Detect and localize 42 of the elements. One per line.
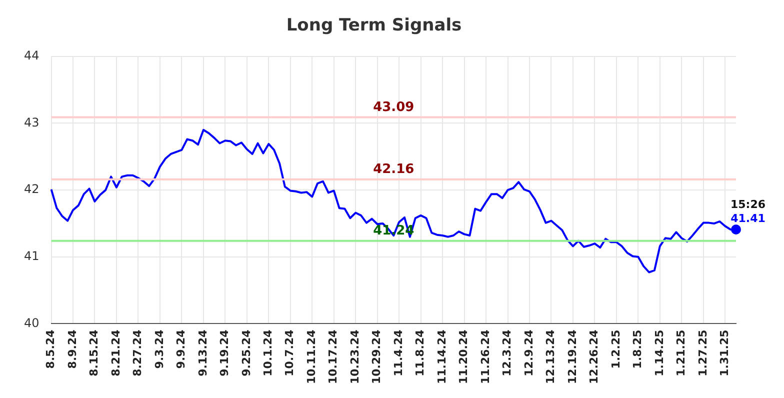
x-tick-label: 12.26.24 — [588, 329, 601, 384]
y-tick-label: 44 — [24, 48, 40, 63]
y-tick-label: 43 — [24, 115, 40, 130]
x-tick-label: 11.4.24 — [392, 329, 405, 376]
y-tick-label: 40 — [24, 316, 40, 330]
y-tick-label: 41 — [24, 249, 40, 264]
x-tick-label: 10.29.24 — [370, 329, 384, 384]
x-tick-label: 11.8.24 — [414, 329, 427, 376]
x-tick-label: 8.21.24 — [109, 329, 122, 376]
x-tick-label: 8.5.24 — [44, 329, 58, 369]
x-tick-label: 1.27.25 — [696, 330, 710, 376]
y-tick-label: 42 — [24, 182, 40, 196]
x-tick-label: 11.20.24 — [457, 329, 470, 384]
x-tick-label: 9.3.24 — [152, 329, 166, 369]
x-tick-label: 10.7.24 — [283, 329, 296, 376]
x-tick-label: 10.17.24 — [326, 329, 340, 384]
x-tick-label: 8.27.24 — [131, 329, 144, 376]
x-tick-label: 12.13.24 — [544, 329, 558, 384]
x-tick-label: 12.9.24 — [522, 329, 536, 376]
x-tick-label: 1.2.25 — [609, 330, 622, 369]
ref-line-label: 43.09 — [373, 100, 414, 116]
x-tick-label: 1.8.25 — [631, 330, 644, 369]
x-tick-label: 9.19.24 — [218, 329, 232, 376]
x-tick-label: 1.21.25 — [674, 330, 688, 376]
x-tick-label: 10.11.24 — [304, 329, 318, 384]
x-tick-label: 10.1.24 — [262, 329, 275, 376]
x-tick-label: 11.14.24 — [435, 329, 448, 384]
x-tick-label: 10.23.24 — [348, 329, 362, 384]
x-tick-label: 12.3.24 — [500, 329, 514, 376]
x-tick-label: 9.9.24 — [174, 329, 188, 369]
x-tick-label: 9.13.24 — [196, 329, 210, 376]
annotation: 15:26 — [730, 198, 766, 211]
data-label: 41.41 — [730, 212, 766, 225]
x-tick-label: 11.26.24 — [478, 329, 492, 384]
x-tick-label: 8.15.24 — [88, 329, 101, 376]
x-tick-label: 12.19.24 — [566, 329, 579, 384]
x-tick-label: 9.25.24 — [240, 329, 253, 376]
x-tick-label: 1.31.25 — [718, 330, 731, 376]
x-tick-label: 8.9.24 — [66, 329, 79, 369]
x-tick-label: 1.14.25 — [652, 330, 666, 376]
ref-line-label: 42.16 — [373, 162, 414, 178]
chart-title: Long Term Signals — [286, 16, 462, 36]
